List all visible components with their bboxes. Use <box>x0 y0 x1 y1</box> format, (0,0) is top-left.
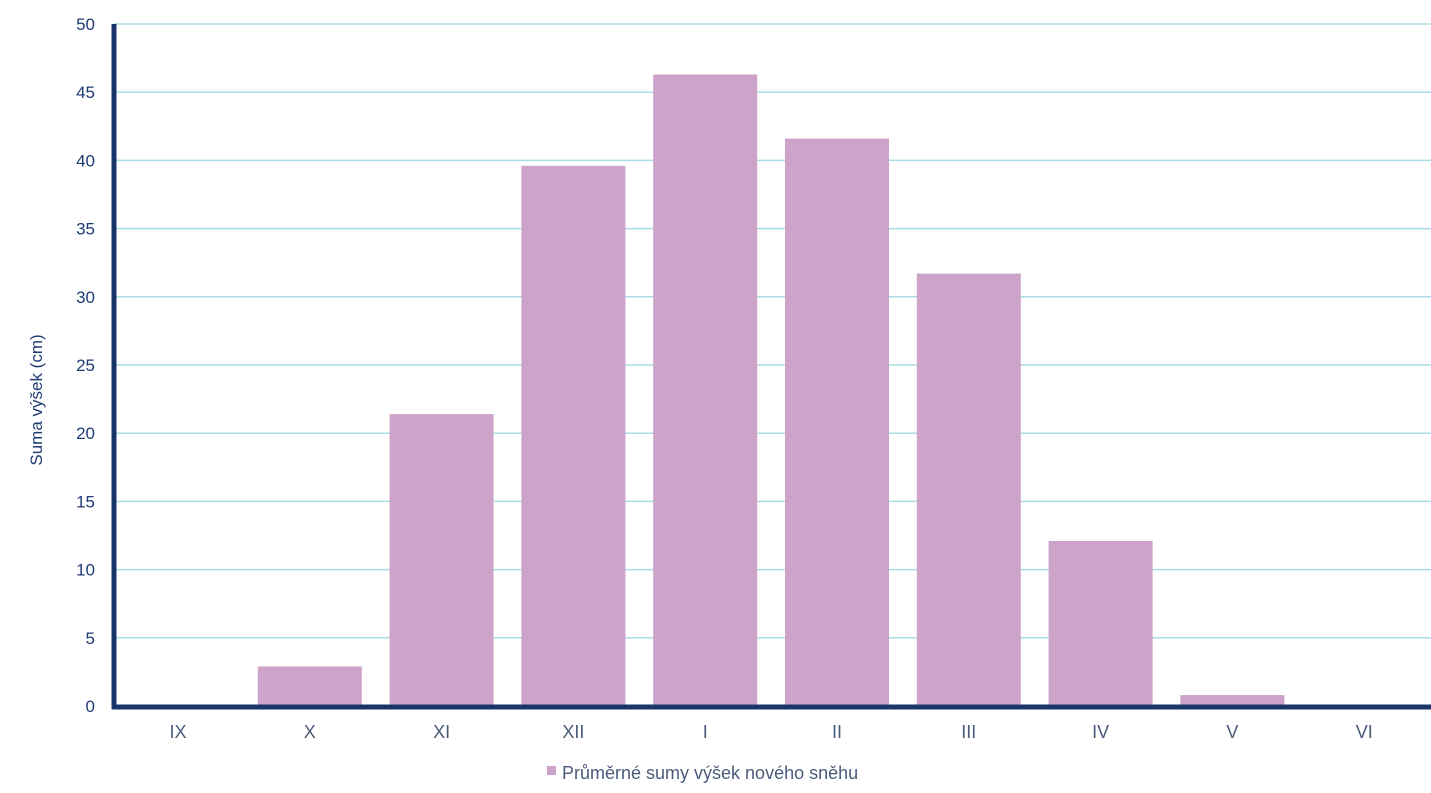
y-tick-label: 45 <box>76 83 95 102</box>
x-tick-label: V <box>1226 722 1238 742</box>
x-tick-label: I <box>703 722 708 742</box>
x-axis-ticks: IX X XI XII I II III IV V VI <box>169 722 1372 742</box>
x-tick-label: XI <box>433 722 450 742</box>
y-axis-title: Suma výšek (cm) <box>27 334 46 465</box>
y-tick-label: 5 <box>86 629 95 648</box>
bar <box>916 273 1021 706</box>
y-tick-label: 30 <box>76 288 95 307</box>
gridlines <box>114 23 1431 639</box>
x-tick-label: IX <box>169 722 186 742</box>
x-tick-label: VI <box>1356 722 1373 742</box>
y-tick-label: 0 <box>86 697 95 716</box>
y-tick-label: 40 <box>76 151 95 170</box>
y-tick-label: 50 <box>76 15 95 34</box>
x-tick-label: IV <box>1092 722 1109 742</box>
y-tick-label: 25 <box>76 356 95 375</box>
bar <box>1048 540 1153 706</box>
x-tick-label: III <box>961 722 976 742</box>
y-tick-label: 35 <box>76 220 95 239</box>
x-tick-label: X <box>304 722 316 742</box>
legend: Průměrné sumy výšek nového sněhu <box>547 763 858 783</box>
bar <box>785 138 889 707</box>
x-tick-label: II <box>832 722 842 742</box>
legend-swatch <box>547 766 556 775</box>
bar <box>653 74 758 706</box>
legend-label: Průměrné sumy výšek nového sněhu <box>562 763 858 783</box>
x-tick-label: XII <box>562 722 584 742</box>
y-tick-label: 20 <box>76 424 95 443</box>
y-tick-label: 15 <box>76 492 95 511</box>
bar <box>1180 695 1285 706</box>
bar <box>389 414 494 706</box>
bars <box>257 74 1285 707</box>
y-tick-label: 10 <box>76 561 95 580</box>
bar <box>257 666 362 706</box>
bar <box>521 165 626 706</box>
y-axis-ticks: 0 5 10 15 20 25 30 35 40 45 50 <box>76 15 95 716</box>
